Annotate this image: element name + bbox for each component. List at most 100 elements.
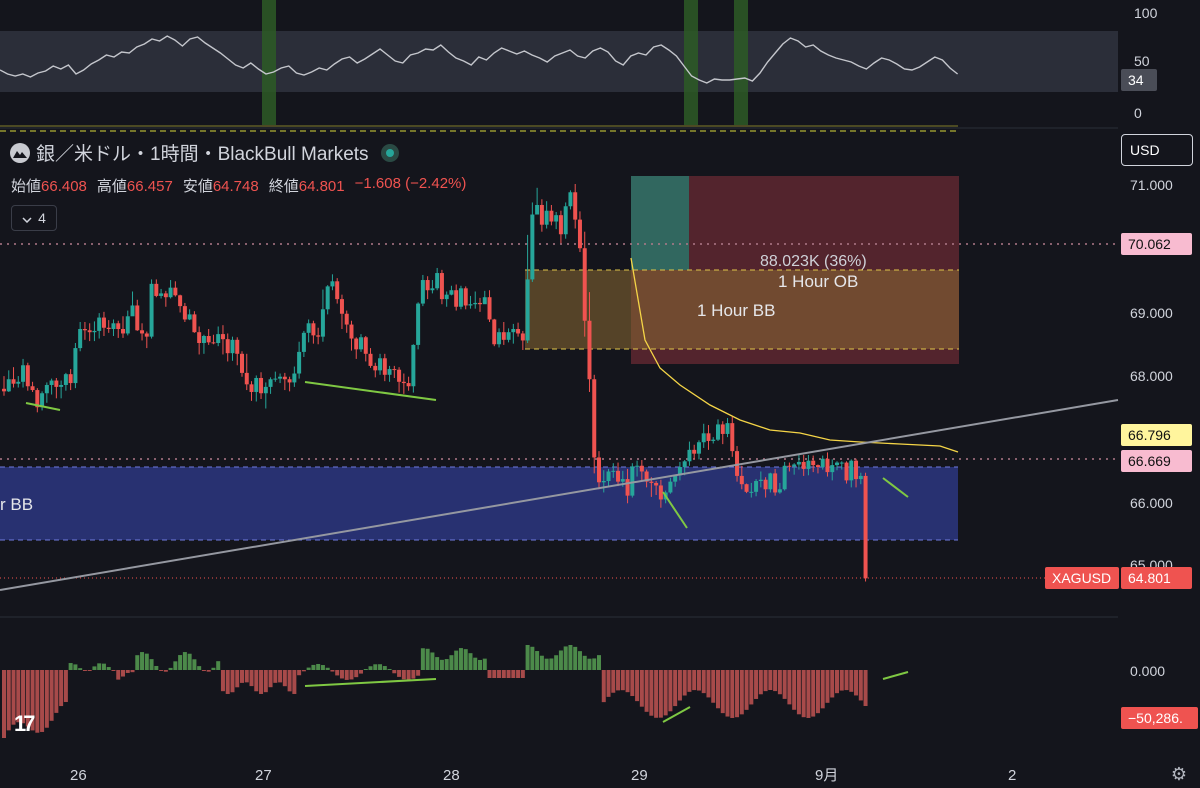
candle[interactable] xyxy=(282,372,287,391)
candle[interactable] xyxy=(611,463,616,478)
candle[interactable] xyxy=(240,351,244,377)
candle[interactable] xyxy=(773,468,778,496)
candle[interactable] xyxy=(149,279,154,339)
candle[interactable] xyxy=(777,482,782,494)
candle[interactable] xyxy=(716,419,720,441)
candle[interactable] xyxy=(730,416,735,457)
candle[interactable] xyxy=(473,291,478,309)
candle[interactable] xyxy=(744,483,749,494)
candle[interactable] xyxy=(587,292,592,392)
candle[interactable] xyxy=(687,441,692,466)
candle[interactable] xyxy=(801,454,806,476)
candle[interactable] xyxy=(63,372,68,391)
candle[interactable] xyxy=(54,377,59,399)
candle[interactable] xyxy=(530,202,535,282)
candle[interactable] xyxy=(501,322,506,345)
last-price-badge[interactable]: 64.801 xyxy=(1121,567,1192,589)
candle[interactable] xyxy=(673,474,678,487)
candle[interactable] xyxy=(392,365,397,378)
candle[interactable] xyxy=(311,320,316,344)
candle[interactable] xyxy=(806,454,811,476)
candle[interactable] xyxy=(420,274,425,307)
candle[interactable] xyxy=(363,336,368,362)
candle[interactable] xyxy=(416,302,421,350)
candle[interactable] xyxy=(549,204,554,226)
candle[interactable] xyxy=(844,461,849,484)
candle[interactable] xyxy=(225,333,230,362)
candle[interactable] xyxy=(401,373,406,394)
candle[interactable] xyxy=(568,190,573,210)
candle[interactable] xyxy=(554,211,559,230)
candle[interactable] xyxy=(68,369,73,391)
candle[interactable] xyxy=(858,472,863,485)
candle[interactable] xyxy=(449,285,454,296)
candle[interactable] xyxy=(696,440,701,460)
candle[interactable] xyxy=(654,481,659,496)
candle[interactable] xyxy=(163,290,168,307)
candle[interactable] xyxy=(544,201,549,229)
chart-header[interactable]: 銀／米ドル・1時間・BlackBull Markets xyxy=(10,139,399,166)
candle[interactable] xyxy=(92,321,97,342)
candle[interactable] xyxy=(720,421,725,445)
candle[interactable] xyxy=(263,382,268,409)
candle[interactable] xyxy=(373,362,378,378)
candle[interactable] xyxy=(192,311,197,333)
candle[interactable] xyxy=(111,319,116,337)
candle[interactable] xyxy=(854,458,859,488)
candle[interactable] xyxy=(368,348,373,368)
candle[interactable] xyxy=(796,454,801,470)
candle[interactable] xyxy=(235,337,240,366)
currency-selector[interactable]: USD xyxy=(1121,134,1193,166)
candle[interactable] xyxy=(249,381,254,401)
candle[interactable] xyxy=(830,459,835,481)
candle[interactable] xyxy=(635,460,640,477)
candle[interactable] xyxy=(230,336,235,361)
candle[interactable] xyxy=(87,323,92,342)
candle[interactable] xyxy=(292,366,297,387)
candle[interactable] xyxy=(582,231,587,337)
candle[interactable] xyxy=(216,326,221,347)
candle[interactable] xyxy=(558,210,563,244)
candle[interactable] xyxy=(206,329,211,345)
candle[interactable] xyxy=(97,313,102,339)
candle[interactable] xyxy=(21,358,26,388)
candle[interactable] xyxy=(59,380,64,399)
candle[interactable] xyxy=(478,297,482,312)
candle[interactable] xyxy=(244,353,249,391)
candle[interactable] xyxy=(144,331,149,349)
candle[interactable] xyxy=(811,455,816,473)
candle[interactable] xyxy=(754,479,759,497)
candle[interactable] xyxy=(701,423,706,448)
candle[interactable] xyxy=(573,184,578,229)
candle[interactable] xyxy=(297,341,302,379)
candle[interactable] xyxy=(259,372,264,399)
candle[interactable] xyxy=(25,362,30,391)
candle[interactable] xyxy=(430,280,435,294)
candle[interactable] xyxy=(49,378,54,395)
candle[interactable] xyxy=(197,326,202,355)
candle[interactable] xyxy=(268,377,273,394)
candle[interactable] xyxy=(487,290,492,323)
candle[interactable] xyxy=(711,437,716,444)
candle[interactable] xyxy=(101,311,106,337)
candle[interactable] xyxy=(616,462,621,487)
candle[interactable] xyxy=(387,365,392,382)
candle[interactable] xyxy=(630,463,635,498)
candle[interactable] xyxy=(211,334,216,345)
candle[interactable] xyxy=(606,468,611,487)
candle[interactable] xyxy=(187,309,192,321)
price-badge[interactable]: 66.669 xyxy=(1121,450,1192,472)
candle[interactable] xyxy=(306,319,311,343)
candle[interactable] xyxy=(2,376,6,396)
price-axis[interactable]: 71.00069.00068.00066.00065.0001005000.00… xyxy=(70,5,1198,784)
candle[interactable] xyxy=(482,290,487,305)
candle[interactable] xyxy=(749,482,754,498)
candle[interactable] xyxy=(106,320,111,333)
candle[interactable] xyxy=(668,477,673,494)
candle[interactable] xyxy=(439,269,444,305)
candle[interactable] xyxy=(168,280,173,299)
candle[interactable] xyxy=(425,276,430,300)
price-badge[interactable]: 66.796 xyxy=(1121,424,1192,446)
candle[interactable] xyxy=(73,343,78,389)
candle[interactable] xyxy=(154,279,159,298)
